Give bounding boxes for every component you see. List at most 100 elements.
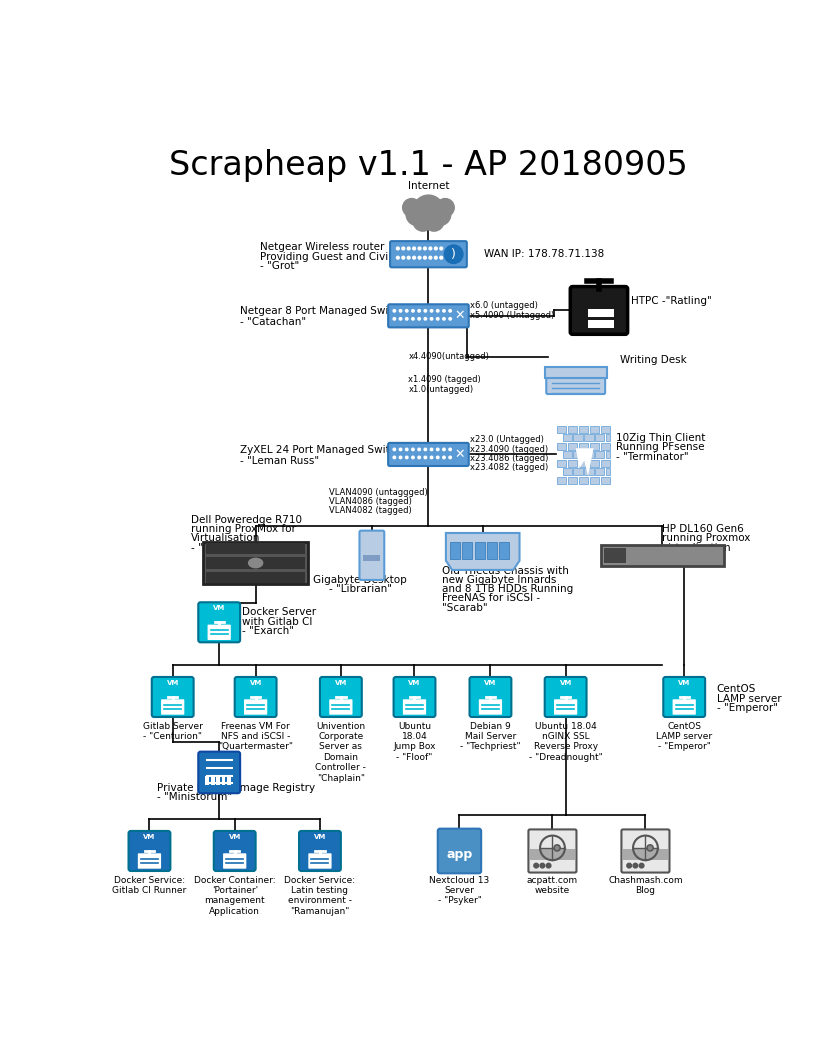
FancyBboxPatch shape [499, 542, 509, 559]
Circle shape [428, 203, 451, 225]
FancyBboxPatch shape [557, 443, 567, 450]
FancyBboxPatch shape [606, 435, 609, 442]
FancyBboxPatch shape [600, 443, 609, 450]
Circle shape [546, 864, 551, 868]
Circle shape [449, 448, 451, 450]
FancyBboxPatch shape [563, 451, 572, 459]
Circle shape [407, 257, 410, 259]
Circle shape [436, 199, 454, 217]
FancyBboxPatch shape [235, 677, 277, 717]
Circle shape [396, 247, 400, 250]
Circle shape [436, 317, 439, 320]
Circle shape [449, 317, 451, 320]
FancyBboxPatch shape [206, 543, 305, 555]
FancyBboxPatch shape [584, 435, 594, 442]
Ellipse shape [248, 558, 263, 569]
FancyBboxPatch shape [568, 443, 577, 450]
FancyBboxPatch shape [573, 451, 583, 459]
Text: - "Monolith": - "Monolith" [662, 552, 724, 562]
Text: - "Catachan": - "Catachan" [240, 317, 306, 327]
Text: x4.4090(untagged): x4.4090(untagged) [408, 352, 489, 361]
FancyBboxPatch shape [403, 699, 426, 715]
FancyBboxPatch shape [600, 319, 614, 328]
Text: Gigabyte Desktop: Gigabyte Desktop [314, 575, 407, 585]
Circle shape [413, 257, 415, 259]
Text: VM: VM [484, 681, 497, 686]
Circle shape [431, 448, 433, 450]
Text: VM: VM [249, 681, 262, 686]
Polygon shape [446, 533, 519, 570]
Circle shape [443, 310, 446, 312]
FancyBboxPatch shape [589, 460, 599, 467]
Circle shape [393, 456, 395, 459]
FancyBboxPatch shape [568, 426, 577, 432]
Circle shape [411, 310, 414, 312]
Text: Providing Guest and Civil Wifi: Providing Guest and Civil Wifi [259, 251, 414, 262]
Text: VLAN4086 (tagged): VLAN4086 (tagged) [329, 497, 412, 506]
FancyBboxPatch shape [545, 677, 587, 717]
Text: new Gigabyte Innards: new Gigabyte Innards [442, 575, 557, 585]
Circle shape [405, 310, 408, 312]
Text: VLAN4090 (untaggged): VLAN4090 (untaggged) [329, 488, 428, 496]
Circle shape [435, 257, 437, 259]
Circle shape [436, 448, 439, 450]
FancyBboxPatch shape [573, 468, 583, 475]
FancyBboxPatch shape [211, 776, 215, 785]
Text: - "Librarian": - "Librarian" [329, 584, 392, 595]
FancyBboxPatch shape [244, 699, 268, 715]
FancyBboxPatch shape [584, 468, 594, 475]
Circle shape [418, 310, 421, 312]
Text: - "Grot": - "Grot" [259, 261, 298, 271]
Text: running Proxmox: running Proxmox [662, 533, 751, 543]
Polygon shape [576, 448, 594, 476]
Text: Dell Poweredge R710: Dell Poweredge R710 [191, 515, 303, 525]
Circle shape [393, 317, 395, 320]
FancyBboxPatch shape [563, 435, 572, 442]
FancyBboxPatch shape [203, 542, 308, 584]
Text: Debian 9
Mail Server
- "Techpriest": Debian 9 Mail Server - "Techpriest" [460, 721, 521, 752]
Text: ✕: ✕ [454, 309, 465, 322]
FancyBboxPatch shape [394, 677, 436, 717]
Circle shape [534, 864, 538, 868]
Circle shape [418, 317, 421, 320]
Text: x23.4086 (tagged): x23.4086 (tagged) [471, 453, 548, 463]
FancyBboxPatch shape [557, 476, 567, 484]
Circle shape [431, 317, 433, 320]
Text: x23.4090 (tagged): x23.4090 (tagged) [471, 445, 548, 453]
FancyBboxPatch shape [223, 853, 247, 869]
FancyBboxPatch shape [584, 451, 594, 459]
Circle shape [418, 257, 421, 259]
Text: VM: VM [143, 834, 155, 840]
FancyBboxPatch shape [579, 426, 588, 432]
Circle shape [402, 247, 405, 250]
FancyBboxPatch shape [138, 853, 161, 869]
Circle shape [418, 448, 421, 450]
Text: VM: VM [228, 834, 241, 840]
Circle shape [413, 247, 415, 250]
FancyBboxPatch shape [487, 542, 497, 559]
FancyBboxPatch shape [554, 699, 577, 715]
Circle shape [418, 456, 421, 459]
FancyBboxPatch shape [475, 542, 485, 559]
FancyBboxPatch shape [388, 305, 469, 328]
Text: Writing Desk: Writing Desk [619, 356, 686, 365]
Text: Docker Container:
'Portainer'
management
Application: Docker Container: 'Portainer' management… [194, 875, 276, 916]
Circle shape [429, 257, 431, 259]
Circle shape [424, 456, 426, 459]
Circle shape [400, 456, 402, 459]
Circle shape [440, 247, 442, 250]
FancyBboxPatch shape [206, 572, 305, 582]
Circle shape [429, 247, 431, 250]
FancyBboxPatch shape [557, 426, 567, 432]
Circle shape [648, 846, 652, 850]
FancyBboxPatch shape [589, 426, 599, 432]
FancyBboxPatch shape [600, 426, 609, 432]
Text: running ProxMox for: running ProxMox for [191, 525, 296, 534]
Circle shape [431, 456, 433, 459]
Circle shape [396, 257, 400, 259]
FancyBboxPatch shape [623, 849, 668, 861]
Text: Virtualisation: Virtualisation [191, 533, 261, 543]
Circle shape [405, 317, 408, 320]
FancyBboxPatch shape [563, 468, 572, 475]
Text: Freenas VM For
NFS and iSCSI -
"Quartermaster": Freenas VM For NFS and iSCSI - "Quarterm… [218, 721, 293, 752]
